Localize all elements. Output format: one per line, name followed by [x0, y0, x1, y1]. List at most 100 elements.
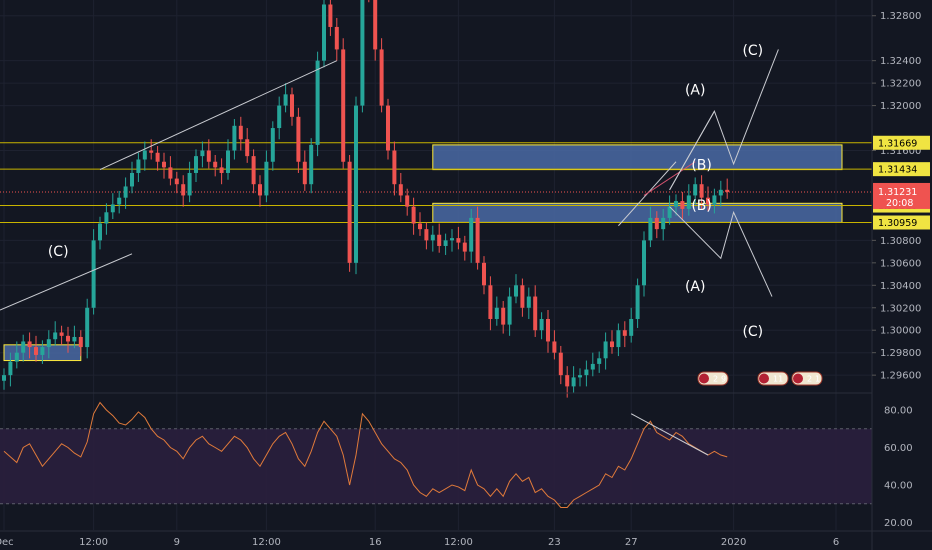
rsi-trendline[interactable]	[630, 413, 709, 456]
wave-label: (B)	[691, 198, 712, 214]
candle-body	[46, 339, 51, 348]
candle-body	[648, 217, 653, 241]
candle-body	[200, 150, 205, 157]
candle-body	[373, 0, 378, 50]
time-tick-label: 2020	[721, 537, 746, 548]
candle-body	[270, 128, 275, 162]
price-tick-label: 1.32800	[880, 11, 921, 22]
time-tick-label: 12:00	[79, 537, 108, 548]
candle-body	[558, 352, 563, 376]
rsi-line	[3, 401, 728, 508]
wave-label: (C)	[742, 324, 763, 340]
time-tick-label: 16	[369, 537, 382, 548]
candle-body	[418, 223, 422, 230]
candle-body	[290, 94, 294, 117]
candle-body	[462, 242, 467, 252]
supply-demand-zone[interactable]	[432, 144, 843, 171]
candle-body	[232, 125, 237, 151]
candle-body	[411, 206, 416, 224]
price-tick-label: 1.29600	[880, 371, 921, 382]
rsi-tick-label: 20.00	[884, 518, 913, 529]
price-tick-label: 1.30000	[880, 326, 921, 337]
candle-body	[53, 332, 58, 340]
candle-body	[654, 217, 659, 230]
wave-label: (C)	[742, 43, 763, 59]
candle-body	[661, 217, 666, 230]
candle-body	[360, 0, 365, 106]
candle-body	[571, 377, 576, 387]
candle-body	[354, 105, 358, 263]
candle-body	[238, 125, 243, 140]
wave-label: (C)	[48, 244, 69, 260]
supply-demand-zone[interactable]	[432, 202, 843, 223]
wave-label: (A)	[685, 82, 706, 98]
candle-body	[398, 184, 403, 196]
candle-body	[437, 234, 442, 246]
candle-body	[629, 318, 634, 336]
candle-body	[322, 4, 326, 61]
candle-body	[283, 94, 288, 106]
candle-body	[430, 234, 435, 241]
candle-body	[450, 238, 454, 241]
current-price-tag	[873, 182, 930, 209]
candle-body	[475, 217, 480, 263]
candle-body	[379, 49, 384, 106]
price-tick-label: 1.32000	[880, 101, 921, 112]
candle-body	[392, 150, 397, 185]
candle-body	[155, 152, 160, 162]
candle-body	[603, 341, 608, 359]
candle-body	[66, 335, 70, 342]
candle-body	[565, 375, 570, 387]
candle-body	[130, 172, 134, 187]
wave-projection-link[interactable]	[669, 110, 715, 191]
event-badge-extra: 1	[815, 375, 820, 384]
candle-body	[405, 195, 410, 207]
candle-body	[341, 49, 346, 162]
trendline[interactable]	[0, 253, 133, 311]
price-tick-label: 1.30400	[880, 281, 921, 292]
candle-body	[251, 156, 256, 185]
candle-body	[168, 167, 173, 179]
candle-body	[123, 186, 128, 198]
candle-body	[296, 116, 301, 162]
candle-body	[674, 201, 678, 207]
candle-body	[104, 212, 109, 224]
candle-body	[469, 217, 474, 252]
candle-body	[482, 262, 486, 286]
candle-body	[443, 240, 448, 246]
candle-body	[706, 197, 710, 205]
rsi-tick-label: 60.00	[884, 443, 913, 454]
candle-body	[622, 330, 627, 336]
candle-body	[149, 150, 154, 153]
candle-body	[712, 195, 717, 205]
candle-body	[488, 285, 493, 319]
flag-icon	[793, 373, 803, 384]
candle-body	[616, 330, 621, 348]
candle-body	[526, 296, 531, 308]
candle-body	[110, 204, 115, 213]
event-badge-count: 2	[713, 375, 718, 384]
candle-body	[578, 375, 582, 378]
candle-body	[21, 341, 26, 353]
rsi-band	[0, 428, 872, 504]
level-price-tag	[873, 215, 930, 230]
candle-body	[174, 178, 179, 185]
candle-body	[213, 161, 218, 168]
time-tick-label: 9	[174, 537, 180, 548]
candle-body	[277, 105, 282, 129]
candle-body	[456, 238, 461, 243]
time-tick-label: 12:00	[444, 537, 473, 548]
wave-label: (A)	[685, 279, 706, 295]
wave-projection-down[interactable]	[669, 206, 773, 297]
candle-body	[386, 105, 390, 151]
candle-body	[187, 172, 192, 196]
trendline[interactable]	[99, 60, 338, 171]
candle-body	[91, 240, 96, 308]
candle-body	[194, 156, 198, 173]
candle-body	[181, 184, 186, 196]
candle-body	[72, 336, 77, 342]
candle-body	[258, 184, 262, 196]
trendline[interactable]	[643, 161, 696, 196]
